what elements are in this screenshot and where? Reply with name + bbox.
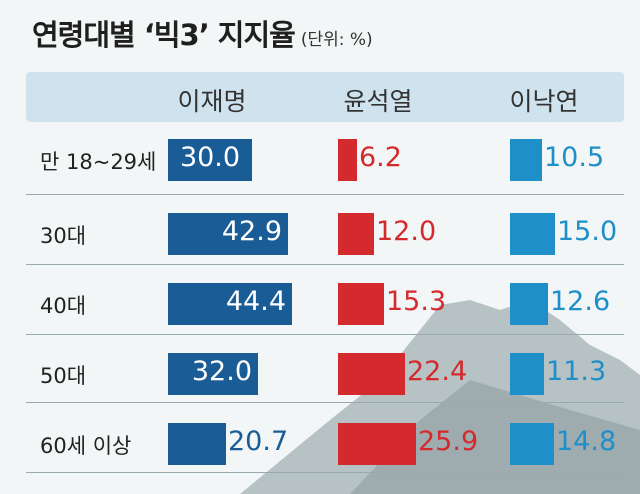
bar-lee-ny — [510, 213, 555, 255]
bar-lee-ny — [510, 139, 542, 181]
bar-lee-jm — [168, 283, 292, 325]
bar-lee-jm — [168, 213, 288, 255]
column-header-yoon: 윤석열 — [343, 87, 413, 116]
value-label-yoon: 22.4 — [407, 356, 468, 387]
value-label-yoon: 25.9 — [418, 426, 479, 457]
bar-yoon — [338, 213, 374, 255]
column-header-lee-jm: 이재명 — [177, 87, 247, 116]
bar-yoon — [338, 353, 405, 395]
value-label-lee-ny: 15.0 — [557, 216, 618, 247]
chart-title: 연령대별 ‘빅3’ 지지율 (단위: %) — [32, 12, 373, 54]
bar-lee-ny — [510, 353, 544, 395]
row-separator — [26, 472, 624, 473]
unit-label: (단위: %) — [300, 30, 373, 50]
value-label-lee-jm: 42.9 — [221, 216, 282, 247]
bar-lee-jm — [168, 139, 252, 181]
bar-yoon — [338, 423, 416, 465]
bar-yoon — [338, 139, 357, 181]
row-label: 만 18~29세 — [40, 150, 157, 174]
row-label: 50대 — [40, 364, 87, 388]
value-label-lee-jm: 30.0 — [179, 142, 241, 173]
bar-lee-ny — [510, 283, 548, 325]
value-label-yoon: 6.2 — [359, 142, 402, 173]
row-separator — [26, 264, 624, 265]
value-label-lee-jm: 44.4 — [225, 286, 286, 317]
value-label-yoon: 15.3 — [386, 286, 447, 317]
value-label-lee-ny: 12.6 — [550, 286, 611, 317]
row-label: 30대 — [40, 224, 87, 248]
bar-lee-jm — [168, 423, 226, 465]
value-label-yoon: 12.0 — [376, 216, 437, 247]
row-separator — [26, 194, 624, 195]
title-text: 연령대별 ‘빅3’ 지지율 — [32, 18, 296, 52]
value-label-lee-jm: 20.7 — [228, 426, 289, 457]
row-label: 40대 — [40, 294, 87, 318]
value-label-lee-ny: 14.8 — [556, 426, 617, 457]
bar-yoon — [338, 283, 384, 325]
value-label-lee-ny: 10.5 — [544, 142, 605, 173]
bar-lee-jm — [168, 353, 258, 395]
value-label-lee-ny: 11.3 — [546, 356, 607, 387]
row-label: 60세 이상 — [40, 434, 132, 458]
value-label-lee-jm: 32.0 — [191, 356, 252, 387]
bar-lee-ny — [510, 423, 554, 465]
row-separator — [26, 334, 624, 335]
header-band — [26, 72, 624, 122]
column-header-lee-ny: 이낙연 — [509, 87, 579, 116]
row-separator — [26, 402, 624, 403]
